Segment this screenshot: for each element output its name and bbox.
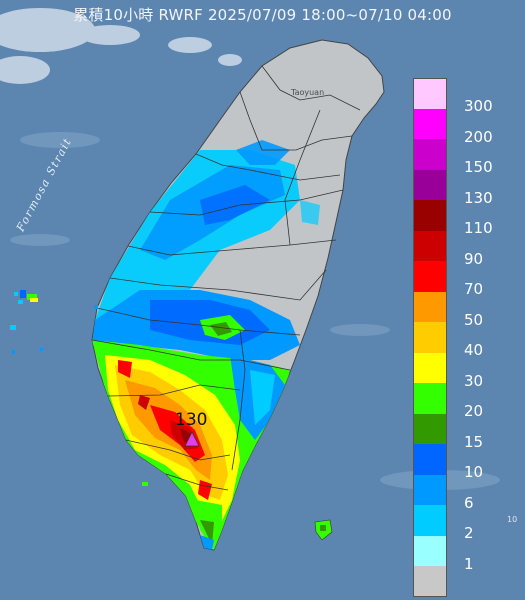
legend-label: 6 bbox=[464, 493, 474, 512]
legend-swatch bbox=[413, 139, 447, 170]
legend-swatch bbox=[413, 535, 447, 566]
legend-row: 15 bbox=[413, 413, 513, 449]
legend-swatch bbox=[413, 322, 447, 353]
legend-label: 130 bbox=[464, 188, 493, 207]
edge-label: 10 bbox=[507, 515, 518, 524]
legend-row: 300 bbox=[413, 78, 513, 114]
legend-swatch bbox=[413, 505, 447, 536]
legend-swatch bbox=[413, 261, 447, 292]
max-rainfall-marker-icon bbox=[184, 431, 200, 447]
legend-label: 150 bbox=[464, 158, 493, 176]
legend-swatch bbox=[413, 230, 447, 261]
legend-label: 300 bbox=[464, 97, 493, 115]
legend-swatch bbox=[413, 474, 447, 505]
legend-label: 110 bbox=[464, 219, 493, 237]
legend-swatch bbox=[413, 566, 447, 597]
city-label: Taoyuan bbox=[291, 88, 325, 97]
legend-swatch bbox=[413, 200, 447, 231]
legend-label: 90 bbox=[464, 249, 484, 268]
legend-label: 40 bbox=[464, 341, 484, 359]
legend-row: 110 bbox=[413, 200, 513, 236]
legend-label: 20 bbox=[464, 402, 484, 420]
legend-swatch bbox=[413, 169, 447, 200]
legend-row: 20 bbox=[413, 383, 513, 419]
map-title: 累積10小時 RWRF 2025/07/09 18:00~07/10 04:00 bbox=[73, 6, 452, 24]
legend-swatch bbox=[413, 78, 447, 109]
legend-label: 2 bbox=[464, 524, 474, 542]
legend-swatch bbox=[413, 291, 447, 322]
legend-row: 2 bbox=[413, 505, 513, 541]
legend-swatch bbox=[413, 413, 447, 444]
legend-label: 15 bbox=[464, 432, 484, 451]
legend-label: 10 bbox=[464, 463, 484, 481]
legend-row: 130 bbox=[413, 169, 513, 205]
legend-row: 70 bbox=[413, 261, 513, 297]
legend-row: 90 bbox=[413, 230, 513, 266]
legend-row: 50 bbox=[413, 291, 513, 327]
legend-row: 200 bbox=[413, 108, 513, 144]
legend-label: 70 bbox=[464, 280, 484, 298]
legend-swatch bbox=[413, 352, 447, 383]
legend-row: 6 bbox=[413, 474, 513, 510]
legend-label: 200 bbox=[464, 127, 493, 146]
cloud-texture bbox=[0, 8, 242, 84]
rainfall-legend: 300 200 150 130 110 90 70 50 40 30 20 15 10 6 2 1 bbox=[413, 78, 513, 597]
max-rainfall-label: 130 bbox=[175, 410, 208, 430]
legend-swatch bbox=[413, 383, 447, 414]
rainfall-overlay bbox=[92, 140, 320, 550]
legend-row: 10 bbox=[413, 444, 513, 480]
legend-row: 40 bbox=[413, 322, 513, 358]
legend-label: 30 bbox=[464, 371, 484, 390]
legend-row: 30 bbox=[413, 352, 513, 388]
xiaoliuqiu-island bbox=[142, 482, 148, 486]
legend-label: 1 bbox=[464, 554, 474, 573]
legend-label: 50 bbox=[464, 310, 484, 329]
legend-row: 1 bbox=[413, 535, 513, 571]
legend-row: 150 bbox=[413, 139, 513, 175]
county-boundaries bbox=[91, 65, 361, 491]
legend-row bbox=[413, 566, 513, 597]
penghu-islands bbox=[10, 290, 98, 354]
legend-swatch bbox=[413, 108, 447, 139]
legend-swatch bbox=[413, 444, 447, 475]
green-island bbox=[314, 519, 333, 541]
